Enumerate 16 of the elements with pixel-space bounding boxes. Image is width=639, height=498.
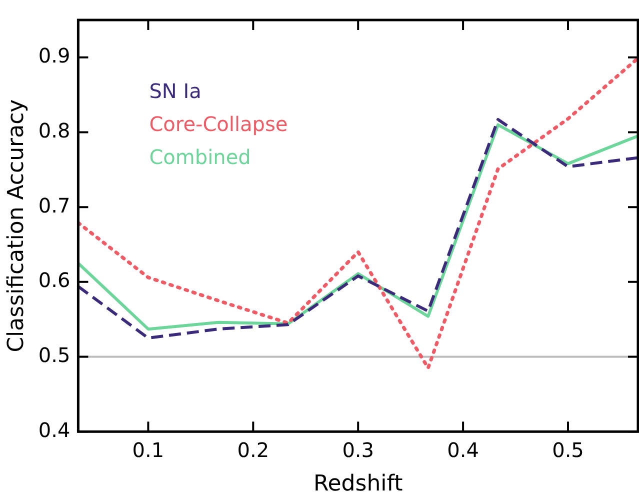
y-tick-label: 0.9 bbox=[38, 44, 70, 68]
y-tick-label: 0.7 bbox=[38, 193, 70, 218]
x-tick-label: 0.5 bbox=[552, 438, 584, 462]
x-axis-title: Redshift bbox=[313, 472, 404, 497]
x-tick-label: 0.3 bbox=[342, 438, 374, 462]
x-tick-label: 0.2 bbox=[237, 438, 270, 462]
y-tick-label: 0.6 bbox=[38, 268, 70, 292]
text: Combined bbox=[149, 145, 251, 170]
y-tick-label: 0.4 bbox=[38, 418, 70, 442]
text: Core-Collapse bbox=[149, 112, 288, 136]
text: SN Ia bbox=[149, 79, 202, 104]
x-tick-label: 0.4 bbox=[447, 438, 479, 462]
y-tick-label: 0.8 bbox=[38, 118, 70, 142]
y-axis-title: Classification Accuracy bbox=[4, 99, 29, 352]
y-tick-label: 0.5 bbox=[38, 342, 70, 367]
x-tick-label: 0.1 bbox=[132, 438, 164, 462]
